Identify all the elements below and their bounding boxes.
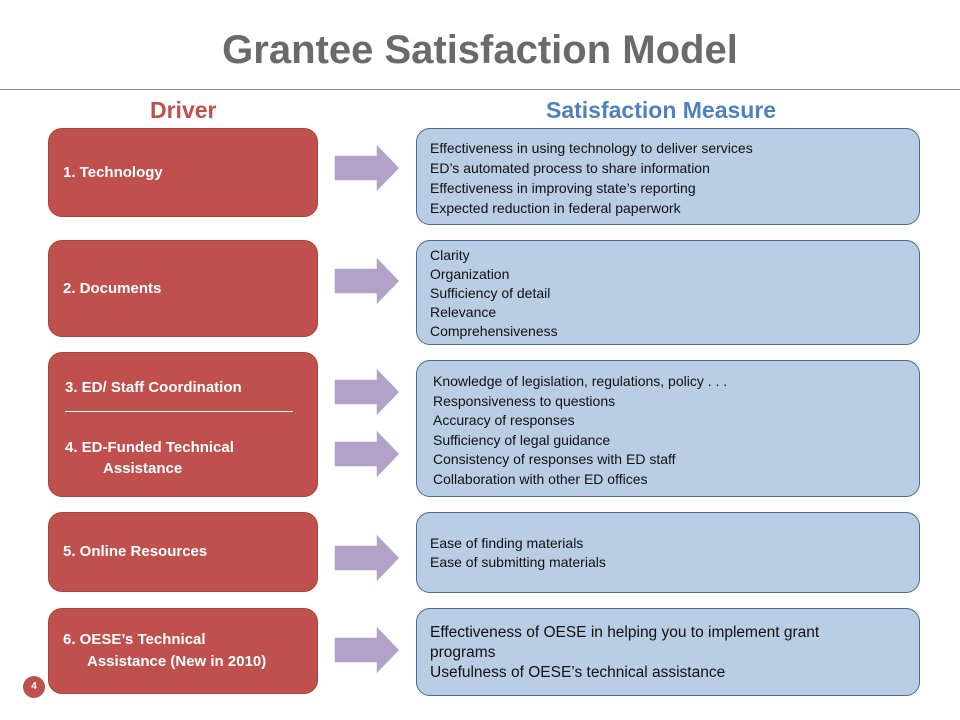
driver-label: Assistance: [103, 460, 183, 477]
driver-label: 5. Online Resources: [63, 543, 208, 560]
arrow-right-icon: [334, 625, 400, 675]
measure-box-online-resources: Ease of finding materials Ease of submit…: [416, 512, 920, 593]
measure-item: Organization: [430, 266, 510, 282]
measure-item: Effectiveness in improving state’s repor…: [430, 180, 696, 196]
driver-separator: [65, 411, 293, 412]
arrow-right-icon: [334, 533, 400, 583]
driver-box-online-resources: 5. Online Resources: [48, 512, 318, 592]
driver-label: Assistance (New in 2010): [87, 653, 267, 670]
measure-item: Consistency of responses with ED staff: [433, 451, 676, 467]
measure-item: Ease of submitting materials: [430, 554, 606, 570]
arrow-right-icon: [334, 143, 400, 193]
measure-item: Comprehensiveness: [430, 323, 558, 339]
measure-box-technology: Effectiveness in using technology to del…: [416, 128, 920, 225]
page-title: Grantee Satisfaction Model: [222, 28, 738, 72]
measure-item: Clarity: [430, 247, 470, 263]
measure-box-oese-technical-assistance: Effectiveness of OESE in helping you to …: [416, 608, 920, 696]
measure-item: ED’s automated process to share informat…: [430, 160, 710, 176]
measure-item: Accuracy of responses: [433, 412, 575, 428]
driver-box-coordination: 3. ED/ Staff Coordination 4. ED-Funded T…: [48, 352, 318, 497]
measure-item: Effectiveness of OESE in helping you to …: [430, 624, 820, 641]
driver-label: 3. ED/ Staff Coordination: [65, 379, 242, 396]
driver-label: 4. ED-Funded Technical: [65, 439, 234, 456]
measure-item: Effectiveness in using technology to del…: [430, 140, 753, 156]
measure-item: Relevance: [430, 304, 497, 320]
measure-box-documents: Clarity Organization Sufficiency of deta…: [416, 240, 920, 345]
arrow-right-icon: [334, 429, 400, 479]
measure-item: programs: [430, 644, 496, 661]
driver-column-header: Driver: [150, 97, 217, 123]
driver-label: 2. Documents: [63, 280, 162, 297]
arrow-right-icon: [334, 367, 400, 417]
page-number-badge: 4: [23, 676, 45, 698]
title-divider: [0, 89, 960, 90]
arrow-right-icon: [334, 256, 400, 306]
measure-item: Knowledge of legislation, regulations, p…: [433, 373, 728, 389]
measure-item: Sufficiency of detail: [430, 285, 551, 301]
measure-box-coordination: Knowledge of legislation, regulations, p…: [416, 360, 920, 497]
measure-item: Responsiveness to questions: [433, 392, 616, 409]
measure-item: Expected reduction in federal paperwork: [430, 200, 681, 216]
driver-box-technology: 1. Technology: [48, 128, 318, 217]
driver-label: 1. Technology: [63, 164, 163, 181]
driver-label: 6. OESE’s Technical: [63, 631, 206, 648]
measure-item: Sufficiency of legal guidance: [433, 431, 611, 448]
measure-item: Ease of finding materials: [430, 535, 584, 551]
driver-box-oese-technical-assistance: 6. OESE’s Technical Assistance (New in 2…: [48, 608, 318, 694]
measure-item: Usefulness of OESE’s technical assistanc…: [430, 664, 726, 681]
measure-column-header: Satisfaction Measure: [546, 97, 777, 123]
driver-box-documents: 2. Documents: [48, 240, 318, 337]
measure-item: Collaboration with other ED offices: [433, 470, 648, 487]
